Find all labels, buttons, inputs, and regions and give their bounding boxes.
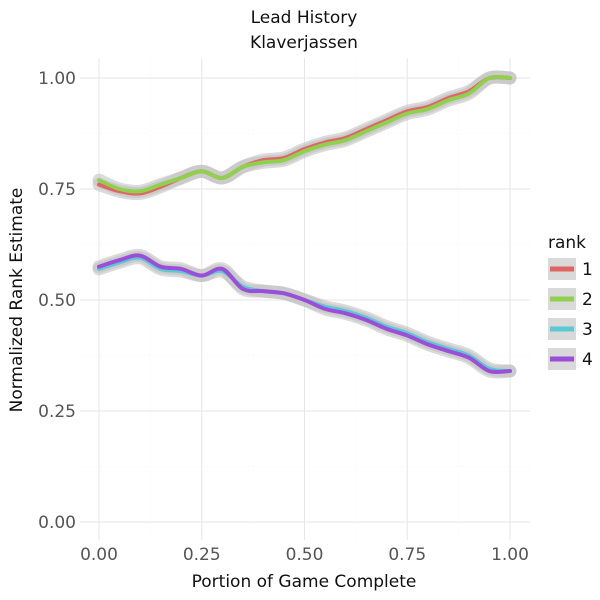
y-tick-label: 0.25 — [38, 402, 76, 422]
x-tick-label: 0.25 — [183, 545, 221, 565]
legend-item-1: 1 — [548, 258, 593, 280]
chart-title: Lead History — [251, 8, 358, 28]
x-tick-label: 0.00 — [80, 545, 118, 565]
y-tick-label: 0.75 — [38, 180, 76, 200]
chart-subtitle: Klaverjassen — [250, 33, 358, 53]
y-axis-ticks: 0.00 0.25 0.50 0.75 1.00 — [38, 69, 76, 533]
legend-title: rank — [548, 233, 586, 253]
series-4-line — [97, 253, 512, 375]
y-tick-label: 0.50 — [38, 291, 76, 311]
legend: rank 1 2 3 4 — [548, 233, 593, 370]
series-2-line — [97, 74, 512, 194]
legend-label: 4 — [582, 350, 593, 370]
legend-item-2: 2 — [548, 288, 593, 310]
x-axis-ticks: 0.00 0.25 0.50 0.75 1.00 — [80, 545, 529, 565]
x-axis-label: Portion of Game Complete — [192, 572, 417, 592]
x-tick-label: 0.50 — [286, 545, 324, 565]
legend-label: 1 — [582, 260, 593, 280]
legend-item-4: 4 — [548, 348, 593, 370]
series-layer — [92, 70, 517, 379]
y-tick-label: 0.00 — [38, 513, 76, 533]
y-tick-label: 1.00 — [38, 69, 76, 89]
y-axis-label: Normalized Rank Estimate — [7, 188, 27, 413]
grid — [80, 58, 530, 540]
legend-item-3: 3 — [548, 318, 593, 340]
legend-label: 2 — [582, 290, 593, 310]
legend-label: 3 — [582, 320, 593, 340]
x-tick-label: 1.00 — [491, 545, 529, 565]
x-tick-label: 0.75 — [388, 545, 426, 565]
